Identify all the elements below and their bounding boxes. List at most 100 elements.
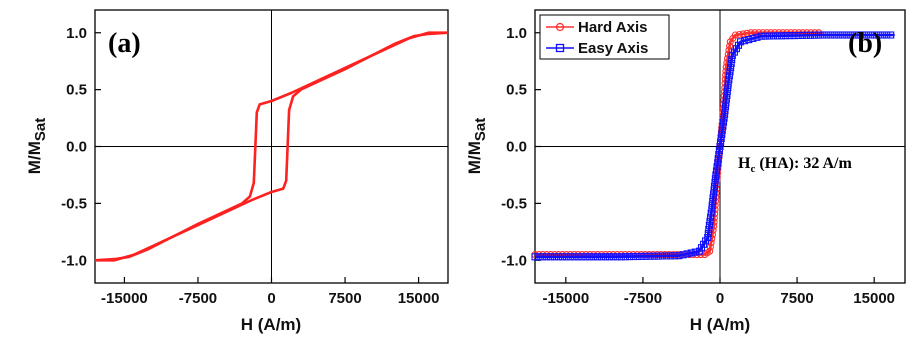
panel-b-easy-axis-marker — [811, 31, 819, 39]
panel-b-easy-axis-marker — [819, 31, 827, 39]
panel-b-easy-axis-marker — [646, 252, 654, 260]
panel-b-easy-axis-marker — [630, 252, 638, 261]
panel-b-easy-axis-marker — [707, 209, 715, 217]
panel-b-easy-axis-marker — [626, 253, 634, 261]
panel-b-hard-axis-line — [535, 31, 823, 256]
panel-b-xtick-label: 15000 — [853, 290, 895, 307]
panel-b-easy-axis-marker — [590, 253, 598, 261]
panel-b-easy-axis-marker — [727, 64, 735, 72]
panel-b-easy-axis-marker — [535, 253, 543, 261]
panel-b-easy-axis-marker — [687, 249, 695, 257]
panel-b-easy-axis-marker — [543, 253, 551, 261]
panel-a-label: (a) — [108, 28, 141, 59]
panel-b-hard-axis-marker — [731, 31, 739, 39]
panel-b-easy-axis-marker — [725, 72, 733, 80]
panel-b-easy-axis-marker — [823, 31, 831, 39]
panel-b-ytick-label: 1.0 — [506, 25, 527, 42]
panel-a-xlabel: H (A/m) — [241, 315, 301, 334]
panel-b-easy-axis-marker — [855, 31, 863, 39]
panel-b-hard-axis-marker — [739, 30, 747, 38]
panel-b-easy-axis-marker — [574, 253, 582, 261]
panel-b-easy-axis-marker — [806, 31, 814, 39]
panel-b-easy-axis-marker — [721, 110, 729, 118]
panel-b-easy-axis-marker — [769, 32, 777, 40]
panel-b-easy-axis-marker — [722, 99, 730, 107]
legend-item-easy-axis: Easy Axis — [546, 40, 648, 57]
panel-b-easy-axis-marker — [705, 225, 713, 233]
panel-b-easy-axis-marker — [710, 182, 719, 190]
panel-a-ytick-label: -1.0 — [61, 252, 87, 269]
panel-b-ytick-label: -0.5 — [501, 195, 527, 212]
panel-b-easy-axis-marker — [715, 147, 723, 155]
panel-b-easy-axis-marker — [704, 229, 712, 237]
panel-b-easy-axis-marker — [667, 252, 675, 260]
panel-a-ytick-label: -0.5 — [61, 195, 87, 212]
panel-b-ytick-label: -1.0 — [501, 252, 527, 269]
panel-b-easy-axis-marker — [710, 190, 718, 198]
panel-a-ascending-line — [95, 31, 449, 262]
panel-b-ytick-label: 0.5 — [506, 82, 527, 99]
panel-b-easy-axis-marker — [708, 205, 716, 213]
panel-b-easy-axis-marker — [794, 31, 802, 40]
panel-b-easy-axis-marker — [718, 126, 726, 134]
legend-item-hard-axis: Hard Axis — [546, 19, 647, 36]
panel-b-easy-axis-marker — [586, 253, 594, 261]
panel-b-easy-axis-marker — [719, 122, 727, 130]
panel-b-easy-axis-marker — [558, 253, 566, 261]
panel-b-easy-axis-marker — [720, 114, 728, 122]
panel-b-easy-axis-marker — [609, 253, 617, 261]
panel-b-easy-axis-marker — [562, 253, 570, 261]
panel-b-easy-axis-marker — [749, 34, 757, 42]
panel-b-easy-axis-marker — [778, 32, 786, 40]
panel-b-easy-axis-marker — [802, 31, 810, 39]
panel-b-easy-axis-marker — [831, 31, 839, 39]
legend-easy-axis-label: Easy Axis — [578, 40, 648, 57]
panel-b-easy-axis-marker — [634, 252, 642, 261]
panel-b-easy-axis-marker — [725, 76, 733, 84]
panel-b-xlabel: H (A/m) — [690, 315, 750, 334]
annotation-sub: c — [750, 163, 755, 175]
panel-b-easy-axis-marker — [722, 95, 730, 103]
panel-b: -15000 -7500 0 7500 15000 1.0 0.5 0.0 -0.5 -1.0 (… — [465, 9, 906, 334]
panel-a-xtick-label: 0 — [267, 290, 275, 307]
panel-b-easy-axis-marker — [721, 103, 730, 111]
panel-b-xtick-label: 0 — [716, 290, 724, 307]
panel-b-easy-axis-marker — [654, 252, 662, 260]
panel-b-easy-axis-marker — [753, 33, 761, 41]
panel-b-easy-axis-marker — [827, 31, 835, 39]
panel-b-easy-axis-marker — [598, 253, 606, 261]
panel-a-ytick-label: 1.0 — [66, 25, 87, 42]
panel-b-easy-axis-marker — [745, 36, 753, 44]
panel-a-xtick-label: -15000 — [101, 290, 148, 307]
panel-b-easy-axis-marker — [691, 248, 699, 256]
panel-a-ylabel: M/MSat — [25, 118, 49, 174]
panel-b-easy-axis-marker — [683, 250, 691, 258]
panel-a-ylabel-sub: Sat — [32, 118, 49, 141]
panel-b-ylabel-sub: Sat — [472, 118, 489, 141]
panel-b-easy-axis-marker — [712, 167, 721, 175]
panel-b-easy-axis-marker — [737, 38, 745, 46]
panel-b-easy-axis-marker — [711, 175, 719, 183]
panel-b-easy-axis-marker — [706, 217, 714, 225]
panel-b-easy-axis-marker — [605, 253, 613, 261]
panel-b-easy-axis-marker — [843, 31, 851, 39]
panel-a-series — [94, 31, 449, 262]
panel-b-xtick-label: -15000 — [542, 290, 589, 307]
panel-b-easy-axis-marker — [582, 253, 590, 261]
panel-b-easy-axis-marker — [704, 233, 712, 242]
panel-b-easy-axis-marker — [859, 31, 867, 39]
panel-b-easy-axis-marker — [790, 32, 798, 40]
panel-b-easy-axis-marker — [716, 142, 724, 151]
legend: Hard Axis Easy Axis — [539, 14, 670, 60]
panel-b-easy-axis-marker — [554, 253, 563, 261]
panel-b-easy-axis-marker — [531, 253, 539, 261]
panel-b-easy-axis-marker — [708, 201, 716, 209]
panel-b-easy-axis-marker — [547, 253, 555, 261]
panel-b-annotation: Hc (HA): 32 A/m — [738, 155, 852, 175]
panel-a: -15000 -7500 0 7500 15000 1.0 0.5 0.0 -0.5 -1.0 (… — [25, 9, 449, 334]
panel-b-easy-axis-marker — [875, 31, 883, 39]
legend-easy-axis-marker — [555, 43, 565, 53]
panel-a-ytick-label: 0.0 — [66, 139, 87, 156]
panel-b-easy-axis-marker — [883, 31, 891, 39]
panel-a-ticks: -15000 -7500 0 7500 15000 1.0 0.5 0.0 -0.5 -1.0 — [61, 10, 448, 307]
